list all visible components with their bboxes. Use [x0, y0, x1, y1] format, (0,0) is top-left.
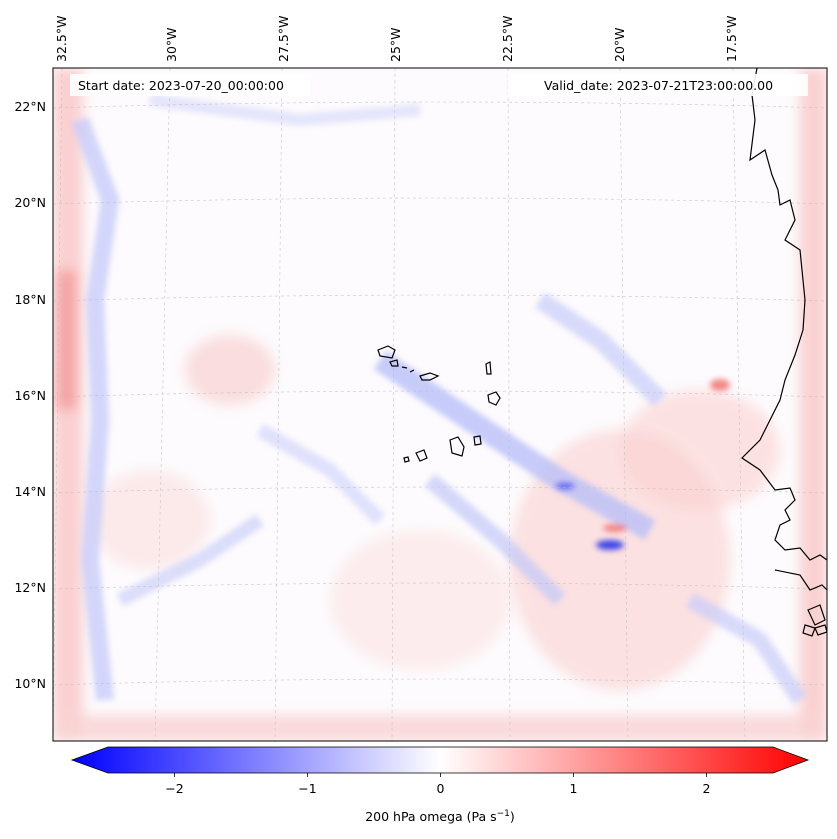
- colorbar: −2 −1 0 1 2 200 hPa omega (Pa s−1): [70, 746, 810, 824]
- valid-date-label: Valid_date: 2023-07-21T23:00:00.00: [544, 78, 773, 93]
- colorbar-label: 200 hPa omega (Pa s−1): [365, 809, 515, 824]
- colorbar-tick-label: 2: [703, 781, 711, 796]
- start-date-label: Start date: 2023-07-20_00:00:00: [78, 78, 284, 93]
- longitude-labels: 32.5°W 30°W 27.5°W 25°W 22.5°W 20°W 17.5…: [54, 16, 739, 62]
- lat-label: 22°N: [14, 99, 46, 114]
- lat-label: 18°N: [14, 292, 46, 307]
- colorbar-bar: [70, 746, 810, 774]
- omega-field: Start date: 2023-07-20_00:00:00 Valid_da…: [53, 68, 827, 741]
- lon-label: 30°W: [164, 27, 179, 62]
- lat-label: 20°N: [14, 195, 46, 210]
- colorbar-ticks: −2 −1 0 1 2: [165, 773, 710, 796]
- lon-label: 22.5°W: [500, 16, 515, 62]
- lat-label: 16°N: [14, 388, 46, 403]
- colorbar-tick-label: −2: [165, 781, 183, 796]
- colorbar-tick-label: 0: [437, 781, 445, 796]
- colorbar-tick-label: 1: [570, 781, 578, 796]
- lon-label: 25°W: [388, 27, 403, 62]
- lon-label: 27.5°W: [276, 16, 291, 62]
- cabo-verde-islands: [377, 345, 501, 463]
- graticule: [53, 68, 827, 741]
- lat-label: 12°N: [14, 580, 46, 595]
- lon-label: 17.5°W: [724, 16, 739, 62]
- coastline: [741, 68, 827, 637]
- latitude-labels: 22°N 20°N 18°N 16°N 14°N 12°N 10°N: [14, 99, 46, 691]
- plot-frame: [52, 67, 828, 742]
- lat-label: 14°N: [14, 484, 46, 499]
- lat-label: 10°N: [14, 676, 46, 691]
- colorbar-tick-label: −1: [298, 781, 316, 796]
- lon-label: 20°W: [612, 27, 627, 62]
- lon-label: 32.5°W: [54, 16, 69, 62]
